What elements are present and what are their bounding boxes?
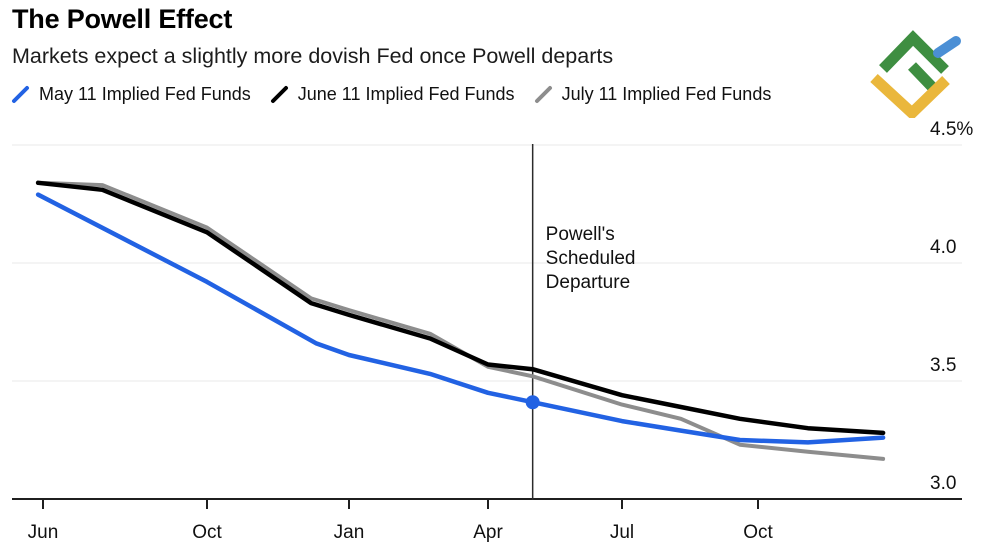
x-tick-label: Oct — [192, 522, 222, 543]
line-swatch-icon — [534, 86, 552, 103]
legend-label: July 11 Implied Fed Funds — [561, 84, 772, 104]
legend-item-june-11: June 11 Implied Fed Funds — [269, 84, 515, 105]
chart-subtitle: Markets expect a slightly more dovish Fe… — [12, 44, 614, 68]
departure-marker-dot — [525, 395, 540, 410]
line-swatch-icon — [12, 86, 29, 103]
x-tick-label: Apr — [473, 522, 503, 543]
y-tick-label: 3.0 — [930, 473, 956, 494]
series-line-june-11-implied-fed-funds — [35, 180, 886, 436]
x-tick-label: Jan — [334, 522, 365, 543]
legend-label: June 11 Implied Fed Funds — [297, 84, 515, 104]
legend-label: May 11 Implied Fed Funds — [39, 84, 251, 104]
y-tick-label: 4.0 — [930, 237, 956, 258]
chart-legend: May 11 Implied Fed Funds June 11 Implied… — [10, 84, 771, 105]
series-line-may-11-implied-fed-funds — [35, 192, 886, 445]
legend-item-may-11: May 11 Implied Fed Funds — [10, 84, 251, 105]
powell-annotation-line: Departure — [546, 272, 631, 293]
powell-annotation-line: Powell's — [546, 224, 615, 245]
legend-item-july-11: July 11 Implied Fed Funds — [533, 84, 772, 105]
x-tick-label: Jul — [610, 522, 634, 543]
y-tick-label: 4.5% — [930, 119, 973, 140]
powell-annotation-line: Scheduled — [546, 248, 636, 269]
page-title: The Powell Effect — [12, 4, 233, 34]
y-tick-label: 3.5 — [930, 355, 956, 376]
litefinance-logo-icon — [870, 30, 961, 118]
x-tick-label: Oct — [743, 522, 773, 543]
line-swatch-icon — [270, 86, 288, 103]
x-tick-label: Jun — [28, 522, 59, 543]
series-line-july-11-implied-fed-funds — [36, 180, 886, 461]
